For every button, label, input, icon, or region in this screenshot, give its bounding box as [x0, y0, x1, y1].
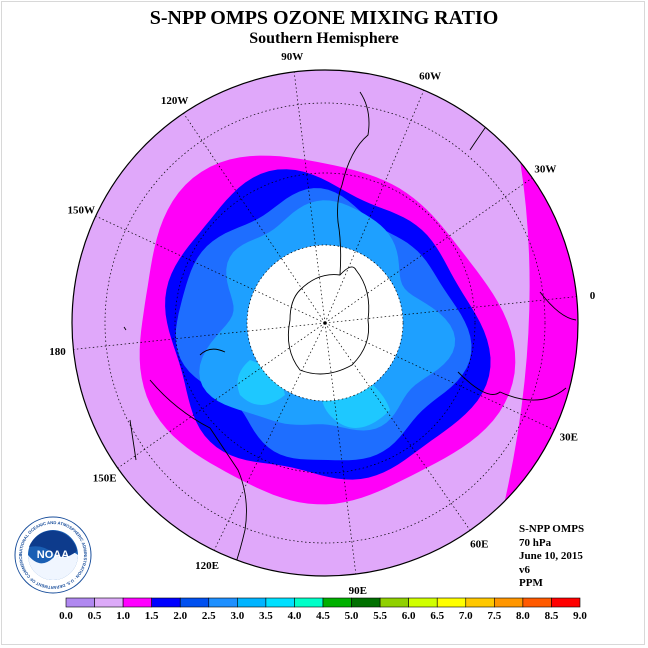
info-units: PPM [519, 577, 543, 589]
latitude-circle-2 [174, 172, 476, 474]
latitude-circle-3 [104, 102, 546, 544]
info-version: v6 [519, 563, 530, 576]
graticule [73, 71, 577, 575]
info-level: 70 hPa [519, 536, 552, 549]
longitude-label: 0 [590, 290, 596, 302]
longitude-label: 150E [93, 472, 117, 484]
noaa-logo: NATIONAL OCEANIC AND ATMOSPHERIC ADMINIS… [14, 516, 92, 594]
longitude-label: 30E [560, 432, 578, 444]
australia-coast [149, 379, 247, 576]
longitude-label: 180 [49, 346, 66, 358]
longitude-label: 90W [281, 51, 303, 63]
longitude-label: 120E [195, 560, 219, 572]
longitude-label: 60W [419, 70, 441, 82]
south-america-coast [337, 91, 370, 276]
contour-sky-2 [237, 360, 285, 405]
logo-noaa-text: NOAA [37, 549, 69, 561]
longitude-label: 30W [534, 164, 556, 176]
islands [123, 326, 226, 461]
info-instrument: S-NPP OMPS [519, 523, 585, 535]
longitude-label: 60E [470, 538, 488, 550]
south-pole-dot [323, 321, 327, 325]
longitude-label: 120W [161, 95, 189, 107]
longitude-label: 150W [67, 204, 95, 216]
info-date: June 10, 2015 [519, 550, 583, 562]
longitude-label: 90E [349, 585, 367, 597]
map-border [71, 69, 579, 577]
page-title: S-NPP OMPS OZONE MIXING RATIO [149, 7, 499, 29]
latitude-circle-1 [246, 244, 404, 402]
antarctica-coast [287, 266, 370, 375]
page-subtitle: Southern Hemisphere [249, 30, 399, 47]
info-block: S-NPP OMPS 70 hPa June 10, 2015 v6 PPM [519, 523, 584, 591]
